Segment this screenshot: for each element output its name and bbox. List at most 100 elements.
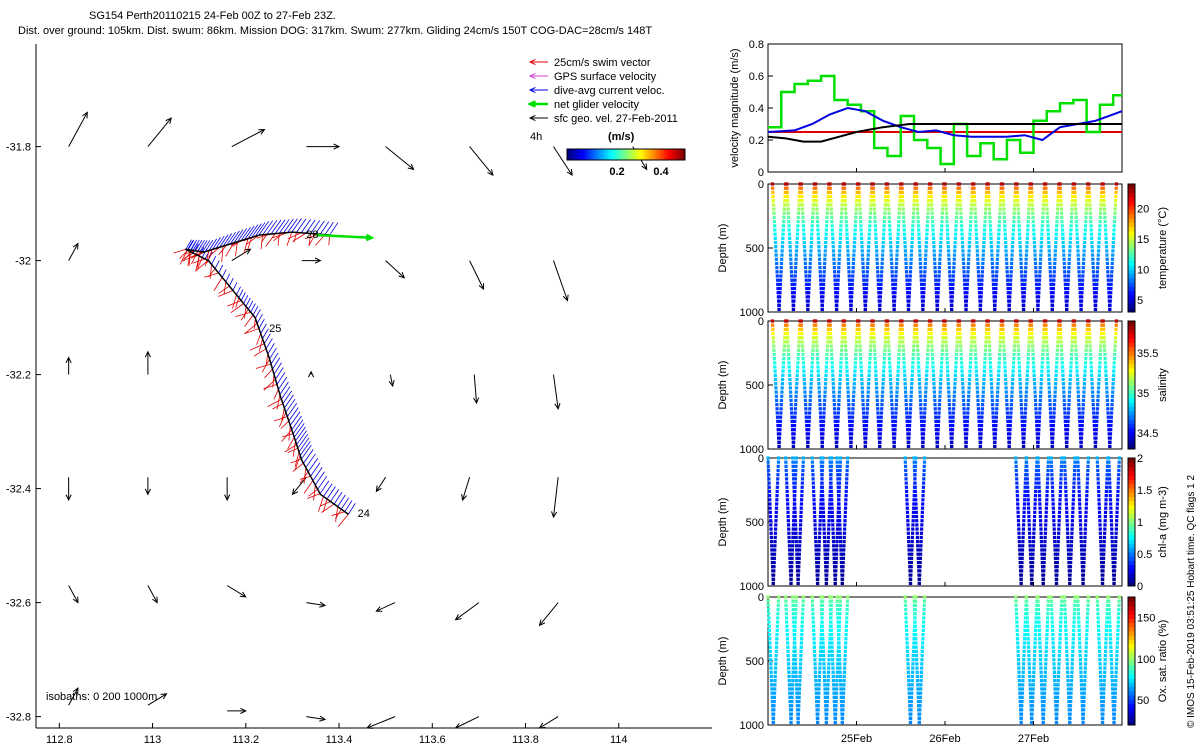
sfc-vector-arrow-head: [72, 596, 79, 604]
temperature-sample-point: [967, 245, 971, 249]
chla-sample-point: [1045, 485, 1049, 489]
chla-sample-point: [1103, 527, 1107, 531]
temperature-sample-point: [775, 278, 780, 282]
chla-sample-point: [1036, 464, 1040, 468]
temperature-sample-point: [1016, 199, 1020, 203]
oxygen-sample-point: [792, 616, 796, 620]
salinity-sample-point: [869, 331, 873, 336]
oxygen-sample-point: [785, 620, 789, 624]
salinity-sample-point: [904, 390, 908, 394]
salinity-sample-point: [837, 398, 841, 403]
salinity-sample-point: [1070, 336, 1075, 340]
salinity-sample-point: [1069, 369, 1073, 373]
temperature-sample-point: [970, 194, 974, 199]
salinity-sample-point: [1107, 423, 1111, 428]
salinity-sample-point: [984, 327, 989, 331]
salinity-sample-point: [1097, 369, 1102, 373]
salinity-sample-point: [817, 394, 822, 398]
temperature-sample-point: [1033, 249, 1037, 253]
temperature-sample-point: [962, 274, 966, 278]
salinity-sample-point: [969, 348, 973, 352]
salinity-sample-point: [1033, 394, 1037, 398]
salinity-sample-point: [967, 390, 971, 394]
oxygen-sample-point: [797, 695, 801, 699]
temperature-sample-point: [1098, 220, 1102, 224]
temperature-sample-point: [967, 253, 971, 257]
temperature-colorbar-label: temperature (°C): [1157, 207, 1169, 289]
dac-vector: [195, 239, 203, 251]
chla-sample-point: [1053, 552, 1057, 556]
salinity-sample-point: [930, 344, 934, 348]
salinity-sample-point: [1059, 331, 1063, 336]
oxygen-sample-point: [811, 624, 816, 628]
salinity-sample-point: [1037, 419, 1041, 423]
temperature-sample-point: [895, 257, 899, 261]
salinity-sample-point: [1058, 319, 1062, 323]
temperature-sample-point: [953, 249, 957, 253]
chla-sample-point: [793, 502, 797, 506]
chla-sample-point: [791, 523, 796, 527]
oxygen-sample-point: [816, 716, 820, 720]
salinity-colorbar-segment: [1128, 372, 1135, 377]
salinity-sample-point: [804, 419, 809, 423]
temperature-sample-point: [816, 224, 820, 228]
salinity-sample-point: [1018, 382, 1022, 386]
salinity-sample-point: [818, 403, 822, 407]
salinity-sample-point: [779, 411, 783, 415]
salinity-sample-point: [981, 390, 985, 394]
salinity-sample-point: [874, 382, 879, 386]
chla-sample-point: [1044, 510, 1048, 514]
salinity-sample-point: [932, 377, 936, 382]
chla-sample-point: [816, 560, 821, 565]
salinity-sample-point: [1013, 327, 1017, 331]
temperature-sample-point: [1098, 224, 1102, 228]
salinity-sample-point: [779, 415, 783, 419]
chla-sample-point: [796, 573, 801, 577]
temperature-sample-point: [991, 274, 995, 278]
salinity-sample-point: [1055, 361, 1059, 365]
chla-sample-point: [768, 510, 772, 514]
oxygen-sample-point: [770, 695, 774, 699]
temperature-sample-point: [1038, 266, 1042, 270]
temperature-sample-point: [837, 257, 841, 261]
chla-sample-point: [1059, 477, 1063, 481]
oxygen-sample-point: [794, 679, 798, 683]
temperature-sample-point: [890, 274, 894, 278]
temperature-sample-point: [1083, 228, 1087, 232]
chla-sample-point: [773, 544, 777, 548]
salinity-sample-point: [851, 411, 855, 415]
temperature-sample-point: [1005, 266, 1009, 270]
dac-vector: [299, 441, 311, 456]
temperature-sample-point: [1098, 211, 1103, 215]
salinity-sample-point: [792, 436, 796, 440]
temperature-sample-point: [810, 232, 814, 236]
temperature-colorbar-segment: [1128, 235, 1135, 240]
salinity-sample-point: [1053, 386, 1058, 390]
salinity-sample-point: [1008, 436, 1012, 440]
sfc-vector-arrow: [473, 374, 478, 404]
temperature-sample-point: [829, 199, 833, 203]
chla-sample-point: [832, 548, 836, 552]
temperature-sample-point: [833, 274, 837, 278]
temperature-sample-point: [898, 199, 902, 203]
salinity-sample-point: [780, 386, 784, 390]
temperature-sample-point: [953, 236, 957, 240]
temperature-sample-point: [1076, 253, 1080, 257]
salinity-sample-point: [978, 444, 982, 449]
salinity-sample-point: [969, 344, 973, 348]
swim-vector: [299, 471, 309, 484]
salinity-sample-point: [940, 352, 944, 357]
salinity-sample-point: [822, 415, 826, 419]
temperature-sample-point: [1088, 211, 1092, 215]
sfc-vector-arrow: [375, 476, 387, 492]
salinity-sample-point: [811, 348, 815, 352]
temperature-sample-point: [821, 291, 825, 295]
map-colorbar-segment: [575, 149, 580, 160]
chla-sample-point: [785, 489, 789, 494]
oxygen-sample-point: [788, 699, 792, 704]
oxygen-sample-point: [791, 670, 795, 674]
chla-sample-point: [1063, 460, 1067, 464]
chla-sample-point: [794, 523, 798, 527]
temperature-sample-point: [1083, 224, 1088, 228]
chla-sample-point: [908, 560, 912, 565]
